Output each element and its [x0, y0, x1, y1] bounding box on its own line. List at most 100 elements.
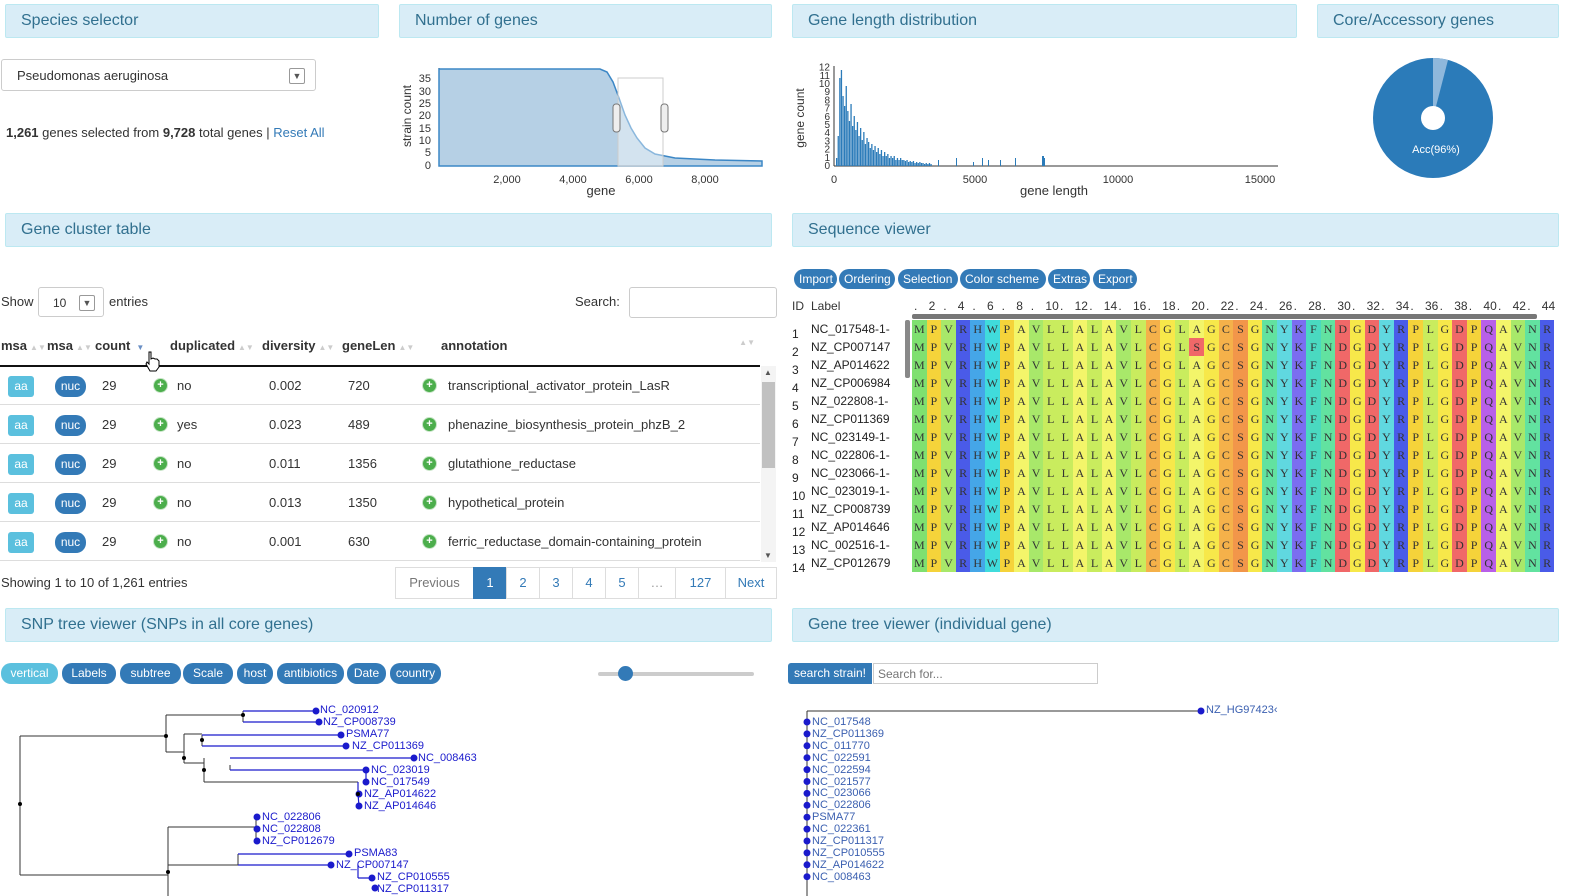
- gene-tree-leaf-node[interactable]: [803, 766, 811, 774]
- gene-tree-leaf-label[interactable]: NZ_CP011317: [812, 835, 884, 847]
- snp-leaf-label[interactable]: NC_008463: [418, 752, 477, 764]
- tree-zoom-slider[interactable]: [598, 666, 754, 681]
- seq-row-label[interactable]: 14 NZ_CP012679: [792, 554, 904, 575]
- th-genelen[interactable]: geneLen ▲▼: [342, 338, 414, 353]
- gene-tree-leaf-node[interactable]: [803, 813, 811, 821]
- seq-row-label[interactable]: 12 NZ_AP014646: [792, 518, 904, 539]
- brush-handle-left[interactable]: [612, 103, 621, 133]
- gene-tree[interactable]: [800, 700, 1220, 896]
- snp-leaf-label[interactable]: NZ_AP014646: [364, 800, 437, 812]
- pager-page-127[interactable]: 127: [675, 567, 726, 599]
- search-strain-input[interactable]: [873, 663, 1098, 684]
- seq-row-label[interactable]: 5 NZ_022808-1-: [792, 392, 904, 413]
- expand-plus-icon[interactable]: +: [154, 535, 167, 548]
- snp-leaf-label[interactable]: NZ_AP014622: [364, 788, 437, 800]
- th-msa-aa[interactable]: msa ▲▼: [1, 338, 46, 353]
- pager-previous[interactable]: Previous: [395, 567, 474, 599]
- table-row[interactable]: aa nuc 29 + no 0.013 1350 + hypothetical…: [0, 483, 760, 522]
- nuc-msa-button[interactable]: nuc: [55, 376, 86, 397]
- th-duplicated[interactable]: duplicated ▲▼: [170, 338, 254, 353]
- gene-tree-leaf-label[interactable]: NZ_AP014622: [812, 858, 885, 871]
- table-row[interactable]: aa nuc 29 + yes 0.023 489 + phenazine_bi…: [0, 405, 760, 444]
- seq-row-label[interactable]: 13 NC_002516-1-: [792, 536, 904, 557]
- seq-export-button[interactable]: Export: [1093, 269, 1137, 289]
- snp-leaf-label[interactable]: NC_020912: [320, 704, 379, 716]
- table-scrollbar[interactable]: ▲ ▼: [761, 366, 776, 562]
- pager-page-2[interactable]: 2: [506, 567, 540, 599]
- tree-vertical-button[interactable]: vertical: [1, 663, 58, 684]
- pager-next[interactable]: Next: [725, 567, 777, 599]
- expand-plus-icon[interactable]: +: [154, 379, 167, 392]
- gene-tree-leaf-label[interactable]: NC_008463: [812, 870, 871, 883]
- seq-row-label[interactable]: 10 NC_023019-1-: [792, 482, 904, 503]
- nuc-msa-button[interactable]: nuc: [55, 415, 86, 436]
- gene-tree-leaf-node[interactable]: [803, 861, 811, 869]
- snp-tree[interactable]: [0, 700, 520, 896]
- gene-tree-leaf-label[interactable]: NZ_CP010555: [812, 846, 885, 859]
- gene-tree-leaf-node[interactable]: [803, 778, 811, 785]
- gene-tree-leaf-label[interactable]: PSMA77: [812, 811, 856, 824]
- gene-tree-leaf-node[interactable]: [803, 789, 811, 797]
- seq-ordering-button[interactable]: Ordering: [839, 269, 895, 289]
- gene-tree-top-leaf[interactable]: NZ_HG97423‹: [1206, 704, 1278, 716]
- gene-tree-leaf-label[interactable]: NC_017548: [812, 716, 871, 728]
- seq-row-label[interactable]: 4 NZ_CP006984: [792, 374, 904, 395]
- tree-zoom-slider-thumb[interactable]: [618, 666, 633, 681]
- aa-msa-button[interactable]: aa: [8, 532, 34, 553]
- brush-handle-right[interactable]: [660, 103, 669, 133]
- entries-select[interactable]: 10 ▼: [38, 287, 104, 317]
- snp-leaf-label[interactable]: NC_022808: [262, 823, 321, 835]
- pager-page-1[interactable]: 1: [473, 567, 507, 599]
- number-of-genes-chart[interactable]: strain count 0 5 10 15 20 25 30 35 2,000…: [395, 60, 775, 205]
- pager-page-4[interactable]: 4: [572, 567, 606, 599]
- seq-row-label[interactable]: 3 NZ_AP014622: [792, 356, 904, 377]
- aa-msa-button[interactable]: aa: [8, 415, 34, 436]
- nuc-msa-button[interactable]: nuc: [55, 532, 86, 553]
- snp-leaf-label[interactable]: NC_017549: [371, 776, 430, 788]
- seq-row-label[interactable]: 7 NC_023149-1-: [792, 428, 904, 449]
- pie-core-slice[interactable]: [1433, 58, 1448, 118]
- snp-leaf-label[interactable]: NZ_CP012679: [262, 835, 335, 847]
- scrollbar-thumb[interactable]: [762, 382, 775, 468]
- seq-extras-button[interactable]: Extras: [1048, 269, 1090, 289]
- pager-page-5[interactable]: 5: [605, 567, 639, 599]
- snp-leaf-label[interactable]: NC_023019: [371, 764, 430, 776]
- gene-tree-leaf-node[interactable]: [803, 754, 811, 762]
- snp-leaf-label[interactable]: NC_022806: [262, 811, 321, 823]
- seq-selection-button[interactable]: Selection: [898, 269, 958, 289]
- snp-leaf-label[interactable]: NZ_CP008739: [323, 716, 396, 728]
- gene-tree-leaf-node[interactable]: [803, 742, 811, 750]
- nuc-msa-button[interactable]: nuc: [55, 454, 86, 475]
- gene-tree-leaf-node[interactable]: [803, 873, 811, 881]
- snp-leaf-label[interactable]: NZ_CP010555: [377, 871, 450, 883]
- expand-plus-icon[interactable]: +: [154, 457, 167, 470]
- seq-label-scrollbar[interactable]: [905, 320, 910, 378]
- gene-tree-leaf-label[interactable]: NC_022361: [812, 823, 871, 836]
- seq-import-button[interactable]: Import: [794, 269, 837, 289]
- table-row[interactable]: aa nuc 29 + no 0.001 630 + ferric_reduct…: [0, 522, 760, 561]
- expand-plus-icon[interactable]: +: [423, 496, 436, 509]
- tree-labels-button[interactable]: Labels: [62, 663, 116, 684]
- table-search-input[interactable]: [629, 287, 777, 318]
- seq-row-label[interactable]: 11 NZ_CP008739: [792, 500, 904, 521]
- scroll-down-arrow-icon[interactable]: ▼: [764, 551, 772, 560]
- tree-date-button[interactable]: Date: [347, 663, 386, 684]
- tree-antibiotics-button[interactable]: antibiotics: [277, 663, 344, 684]
- gene-tree-leaf-label[interactable]: NZ_CP011369: [812, 727, 884, 740]
- gene-tree-leaf-node[interactable]: [803, 849, 811, 857]
- brush-selection[interactable]: [617, 77, 664, 167]
- expand-plus-icon[interactable]: +: [154, 496, 167, 509]
- gene-tree-leaf-label[interactable]: NC_022591: [812, 751, 871, 764]
- gene-tree-leaf-node[interactable]: [803, 801, 811, 809]
- gene-tree-leaf-node[interactable]: [803, 837, 811, 845]
- tree-subtree-button[interactable]: subtree: [120, 663, 181, 684]
- expand-plus-icon[interactable]: +: [154, 418, 167, 431]
- th-diversity[interactable]: diversity ▲▼: [262, 338, 334, 353]
- snp-leaf-label[interactable]: NZ_CP007147: [336, 859, 409, 871]
- aa-msa-button[interactable]: aa: [8, 454, 34, 475]
- expand-plus-icon[interactable]: +: [423, 379, 436, 392]
- seq-row-label[interactable]: 2 NZ_CP007147: [792, 338, 904, 359]
- th-count[interactable]: count ▼: [95, 338, 144, 353]
